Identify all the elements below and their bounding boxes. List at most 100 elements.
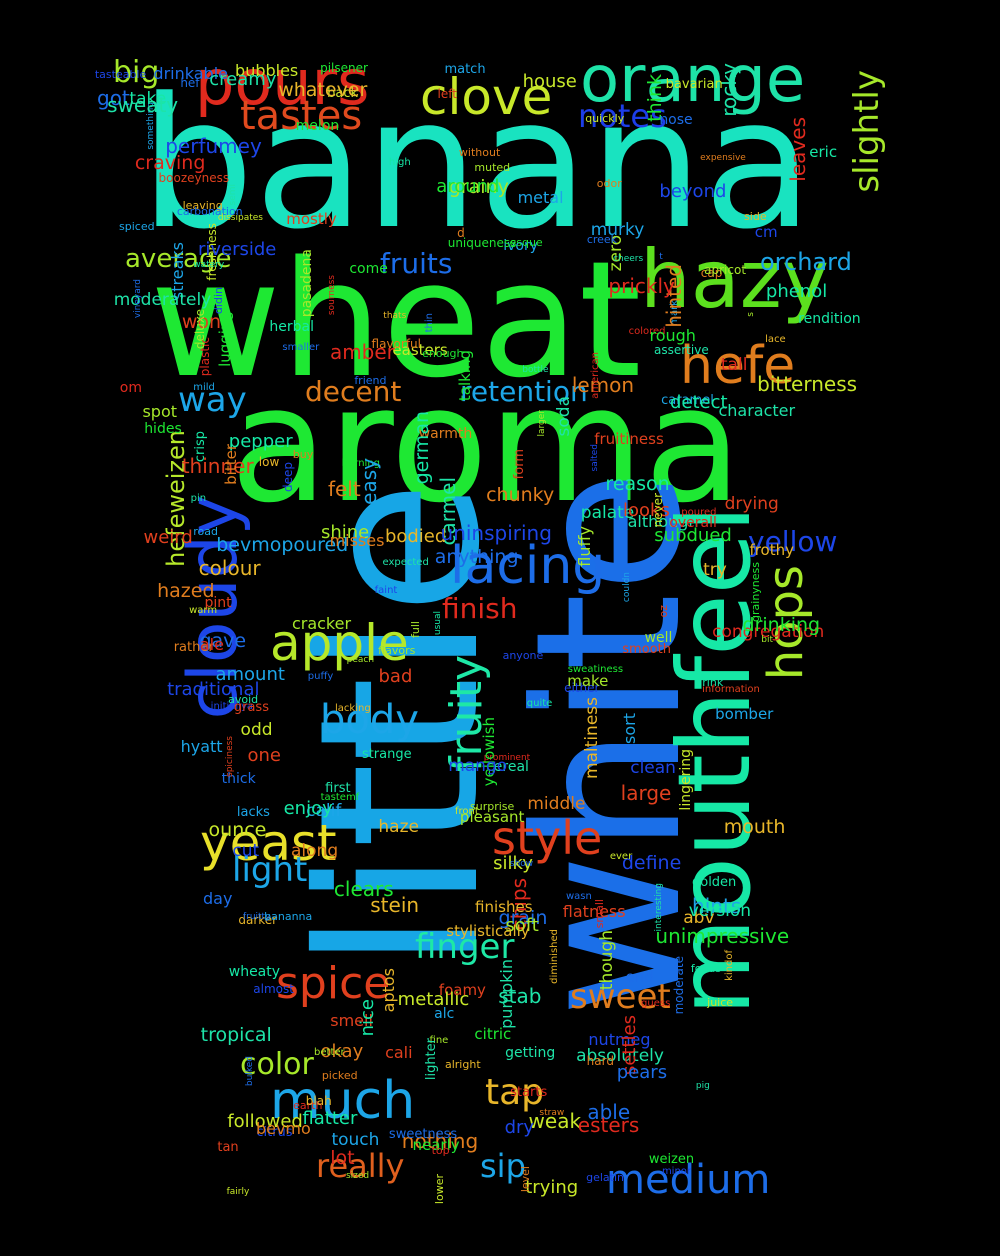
cloud-word-bananna: bananna [264,910,313,924]
cloud-word-bottle: bottle [522,365,549,376]
cloud-word-orange: orange [580,43,806,117]
cloud-word-peach: peach [346,655,375,666]
cloud-word-tasteable: tasteable [94,67,147,81]
cloud-word-interesting: interesting [654,883,665,932]
cloud-word-middle: middle [527,794,586,815]
cloud-word-day: day [203,889,233,909]
cloud-word-citrus: citrus [256,1124,293,1140]
cloud-word-riverside: riverside [197,239,277,260]
cloud-word-well: well [644,629,673,646]
cloud-word-without: without [458,145,501,159]
cloud-word-odd: odd [240,719,273,740]
cloud-word-smaller: smaller [282,342,320,354]
cloud-word-lingering: lingering [678,749,695,811]
cloud-word-friend: friend [354,374,387,388]
cloud-word-lighter: lighter [424,1038,440,1081]
cloud-word-palate: palate [580,502,635,523]
cloud-word-perfumey: perfumey [165,133,262,158]
cloud-word-better: better [314,1046,345,1058]
cloud-word-form: form [511,448,527,480]
cloud-word-hard: hard [586,1053,614,1068]
cloud-word-dissipates: dissipates [217,213,263,224]
cloud-word-watery: watery [193,259,225,270]
cloud-word-large: large [620,780,672,805]
cloud-word-flatter: flatter [302,1108,358,1130]
cloud-word-rough: rough [649,325,696,345]
cloud-word-thinner: thinner [181,453,254,478]
cloud-word-style: style [492,811,603,865]
cloud-word-prominent: prominent [483,753,531,764]
cloud-word-hints: hints [692,893,742,918]
cloud-word-thats: thats [383,311,407,322]
cloud-word-cm: cm [754,223,778,242]
cloud-word-d: d [457,226,465,241]
cloud-word-spiciness: spiciness [225,735,236,777]
cloud-word-match: match [444,62,486,78]
cloud-word-color: color [240,1047,314,1082]
cloud-word-trying: trying [525,1176,579,1198]
cloud-word-come: come [349,260,388,277]
cloud-word-back: back [327,86,359,102]
cloud-word-tastemf: tastemf [320,792,360,804]
cloud-word-lacking: lacking [335,702,371,714]
cloud-word-warmth: warmth [418,426,473,443]
cloud-word-anything: anything [434,545,519,568]
cloud-word-sourness: sourness [327,274,338,315]
cloud-word-couldn: couldn [621,572,632,603]
cloud-word-esters: esters [577,1112,640,1137]
cloud-word-wheaty: wheaty [228,963,281,980]
cloud-word-whatever: whatever [278,78,368,101]
cloud-word-tastes: tastes [240,93,363,139]
cloud-word-american: american [590,351,602,399]
cloud-word-kindof: kindof [724,949,736,981]
cloud-word-crisp: crisp [193,430,209,462]
cloud-word-nose: nose [659,111,693,128]
cloud-word-moderate: moderate [672,956,687,1015]
cloud-word-picked: picked [321,1068,358,1082]
cloud-word-traditional: traditional [167,678,260,700]
cloud-word-full: full [408,620,422,638]
cloud-word-deep: deep [280,461,295,492]
cloud-word-aptos: aptos [379,967,399,1013]
cloud-word-got: got [97,86,130,110]
cloud-word-odor: odor [596,177,622,191]
cloud-word-getting: getting [505,1044,556,1061]
cloud-word-aroma: aroma [230,351,743,538]
cloud-word-drinkable: drinkable [153,63,228,83]
cloud-word-nothing: nothing [401,1129,479,1154]
cloud-word-straw: straw [539,1107,565,1118]
cloud-word-retention: retention [460,375,588,408]
cloud-word-though: though [596,930,617,991]
cloud-word-carbonation: carbonation [176,205,243,219]
cloud-word-try: try [703,559,727,580]
cloud-word-deluxe: deluxe [192,308,207,349]
cloud-word-cheers: cheers [613,254,644,265]
cloud-word-clove: clove [420,68,553,126]
cloud-word-medium: medium [606,1157,771,1203]
cloud-word-citric: citric [474,1024,512,1043]
cloud-word-amount: amount [215,663,285,685]
cloud-word-absolutely: absolutely [576,1046,664,1067]
cloud-word-calif: calif [306,801,342,822]
cloud-word-information: information [702,684,760,696]
cloud-word-touch: touch [331,1130,380,1151]
cloud-word-lacing: lacing [450,536,606,596]
cloud-word-bad: bad [378,665,413,687]
cloud-word-enjoy: enjoy [283,798,333,819]
cloud-word-okay: okay [320,1040,364,1062]
cloud-word-pepper: pepper [228,431,293,453]
cloud-word-faint: faint [374,584,398,596]
cloud-word-soft: soft [505,915,539,937]
cloud-word-apple: apple [270,614,409,672]
cloud-word-eric: eric [809,143,838,162]
cloud-word-way: way [178,380,247,420]
cloud-word-subdued: subdued [654,525,732,547]
cloud-word-grainy: grainy [448,176,509,199]
cloud-word-low: low [258,454,280,469]
cloud-word-buy: buy [292,448,314,462]
cloud-word-congregation: congregation [712,621,825,642]
cloud-word-dry: dry [504,1116,535,1138]
cloud-word-s: s [746,312,757,317]
cloud-word-unimpressive: unimpressive [655,924,790,949]
cloud-word-pours: pours [195,46,370,119]
